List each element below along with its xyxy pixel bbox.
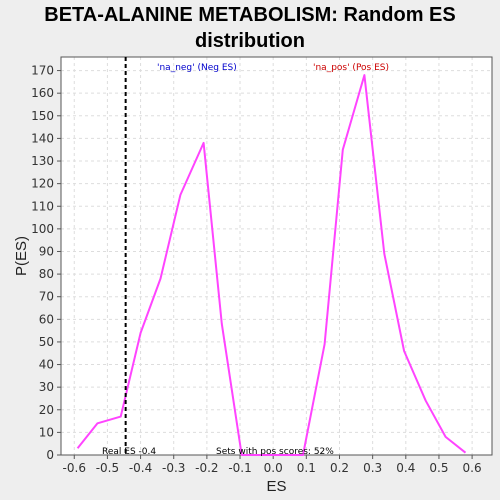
y-tick-label: 100 [31, 222, 54, 236]
y-tick-label: 160 [31, 86, 54, 100]
real-es-label: Real ES -0.4 [102, 447, 156, 457]
x-tick-label: 0.4 [396, 461, 415, 475]
y-tick-label: 20 [39, 403, 54, 417]
y-tick-label: 80 [39, 267, 54, 281]
y-tick-label: 170 [31, 64, 54, 78]
chart-title-line-1: BETA-ALANINE METABOLISM: Random ES [44, 4, 456, 26]
y-tick-label: 0 [46, 448, 54, 462]
pos-es-label: 'na_pos' (Pos ES) [313, 63, 389, 73]
y-tick-label: 90 [39, 244, 54, 258]
x-tick-label: -0.5 [96, 461, 119, 475]
y-tick-label: 110 [31, 199, 54, 213]
y-tick-label: 70 [39, 290, 54, 304]
y-tick-label: 130 [31, 154, 54, 168]
y-tick-label: 30 [39, 380, 54, 394]
y-tick-label: 140 [31, 131, 54, 145]
y-tick-label: 50 [39, 335, 54, 349]
chart-title: BETA-ALANINE METABOLISM: Random ES distr… [0, 2, 500, 54]
series-lines [76, 74, 467, 456]
y-tick-label: 10 [39, 425, 54, 439]
y-tick-label: 150 [31, 109, 54, 123]
x-tick-label: -0.6 [63, 461, 86, 475]
pos-scores-label: Sets with pos scores: 52% [216, 447, 334, 457]
x-tick-label: 0.2 [330, 461, 349, 475]
y-axis-label: P(ES) [13, 236, 30, 276]
x-tick-label: 0.3 [363, 461, 382, 475]
neg-es-label: 'na_neg' (Neg ES) [157, 63, 237, 73]
chart-title-line-2: distribution [195, 30, 305, 52]
x-tick-label: 0.0 [264, 461, 283, 475]
x-tick-label: -0.1 [228, 461, 251, 475]
x-tick-label: -0.2 [195, 461, 218, 475]
x-axis-label: ES [266, 478, 286, 495]
x-tick-label: 0.5 [429, 461, 448, 475]
x-tick-label: 0.1 [297, 461, 316, 475]
y-tick-label: 60 [39, 312, 54, 326]
es-distribution-line [76, 74, 467, 456]
tick-labels: 0 10 20 30 40 50 60 70 80 90 100 110 120 130 140 150 160… [31, 64, 482, 475]
x-tick-label: 0.6 [463, 461, 482, 475]
grid-lines [61, 57, 492, 456]
y-tick-label: 120 [31, 177, 54, 191]
x-tick-label: -0.3 [162, 461, 185, 475]
y-tick-label: 40 [39, 358, 54, 372]
x-tick-label: -0.4 [129, 461, 152, 475]
